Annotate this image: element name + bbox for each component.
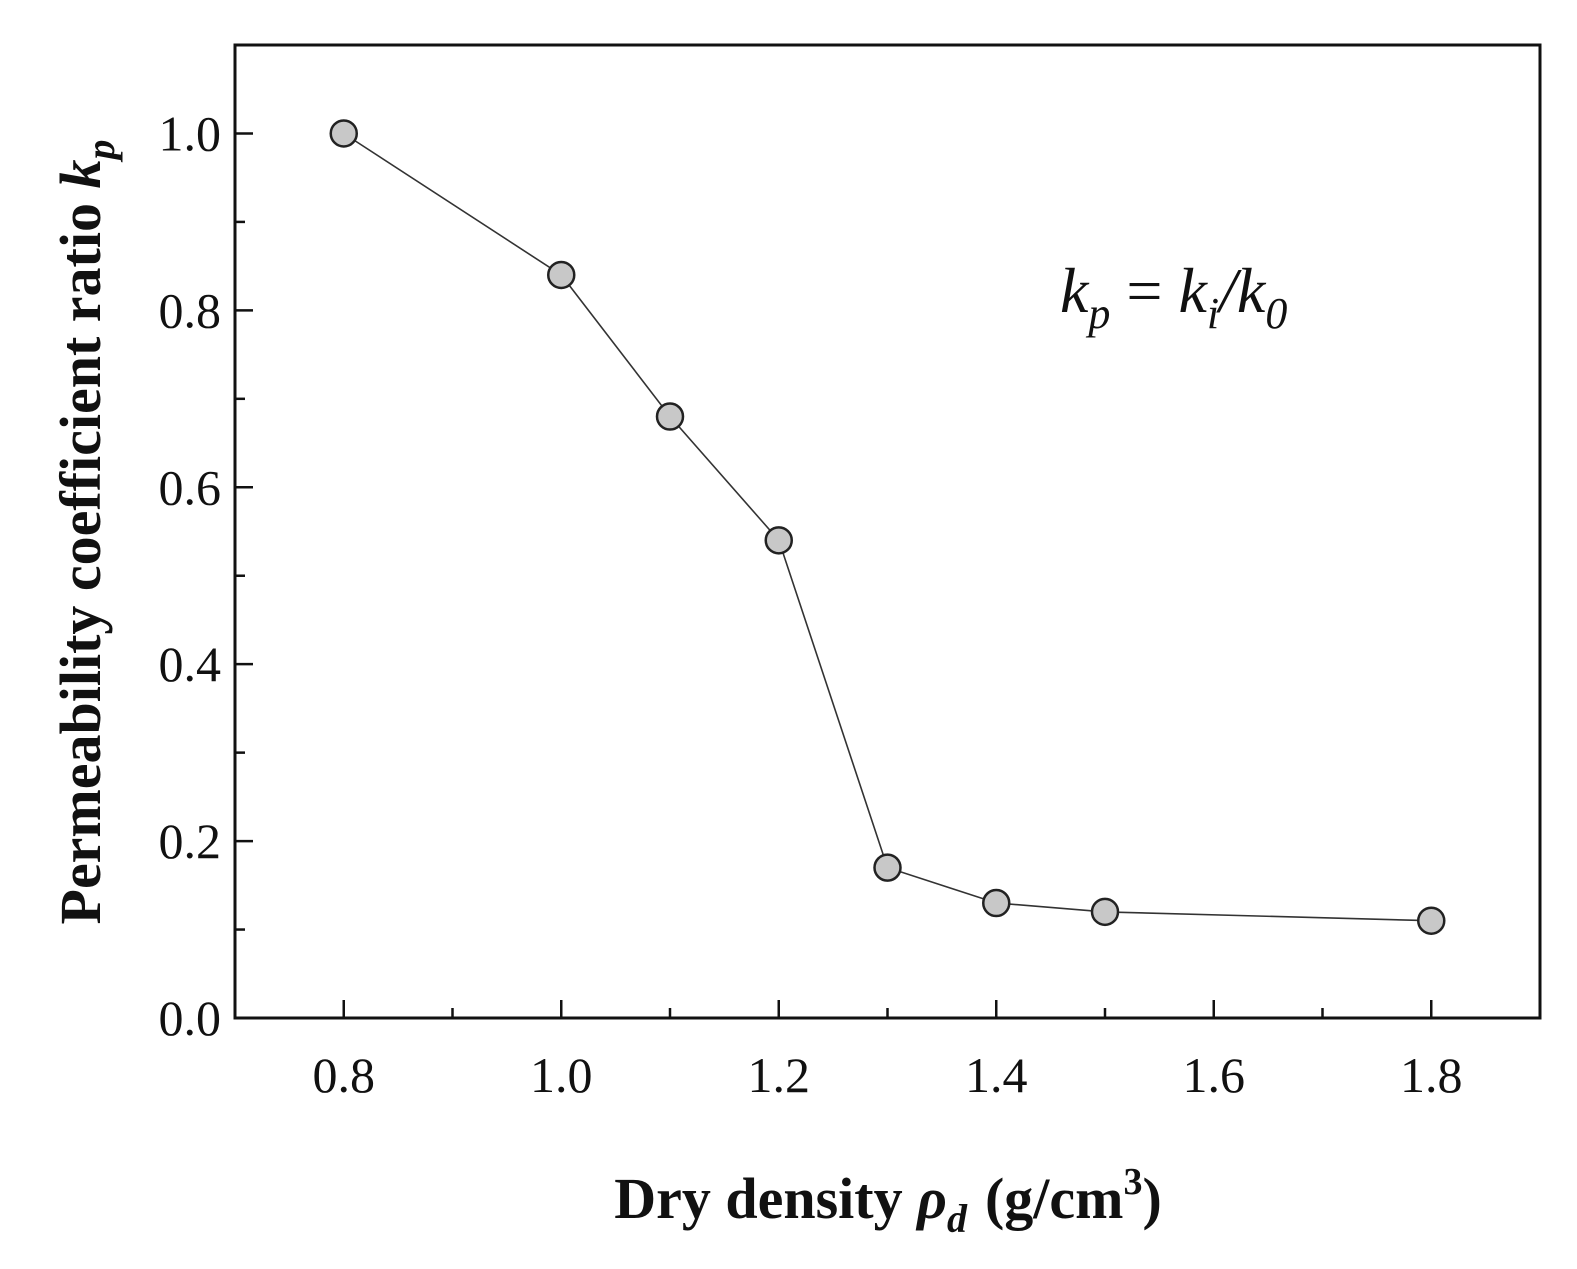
y-tick-label: 0.0 bbox=[159, 990, 222, 1046]
data-point bbox=[873, 853, 902, 882]
y-tick-label: 1.0 bbox=[159, 105, 222, 161]
y-axis-title: Permeability coefficient ratio kp bbox=[48, 140, 123, 925]
data-point bbox=[329, 119, 358, 148]
axis-ticks bbox=[235, 132, 1433, 1020]
y-tick-label: 0.2 bbox=[159, 813, 222, 869]
y-tick-label: 0.4 bbox=[159, 636, 222, 692]
x-tick-label: 1.0 bbox=[530, 1047, 593, 1103]
x-tick-label: 1.4 bbox=[965, 1047, 1028, 1103]
series-line bbox=[343, 132, 1432, 922]
data-point bbox=[547, 260, 576, 290]
tick-labels: 0.8 1.0 1.2 1.4 1.6 1.8 0.0 0.2 0.4 0.6 0.8 1.0 bbox=[159, 105, 1463, 1103]
data-point bbox=[655, 402, 685, 431]
data-points bbox=[329, 119, 1446, 935]
x-tick-label: 1.8 bbox=[1400, 1047, 1463, 1103]
y-tick-label: 0.6 bbox=[159, 459, 222, 515]
x-tick-label: 1.2 bbox=[748, 1047, 811, 1103]
x-axis-title: Dry density ρd (g/cm3) bbox=[614, 1161, 1162, 1241]
data-point bbox=[764, 526, 793, 555]
data-point bbox=[1090, 897, 1120, 927]
x-tick-label: 0.8 bbox=[313, 1047, 376, 1103]
data-point bbox=[1417, 906, 1446, 935]
y-tick-label: 0.8 bbox=[159, 282, 222, 338]
data-point bbox=[982, 888, 1011, 918]
annotation-formula: kp = ki/k0 bbox=[1060, 255, 1287, 338]
x-tick-label: 1.6 bbox=[1183, 1047, 1246, 1103]
